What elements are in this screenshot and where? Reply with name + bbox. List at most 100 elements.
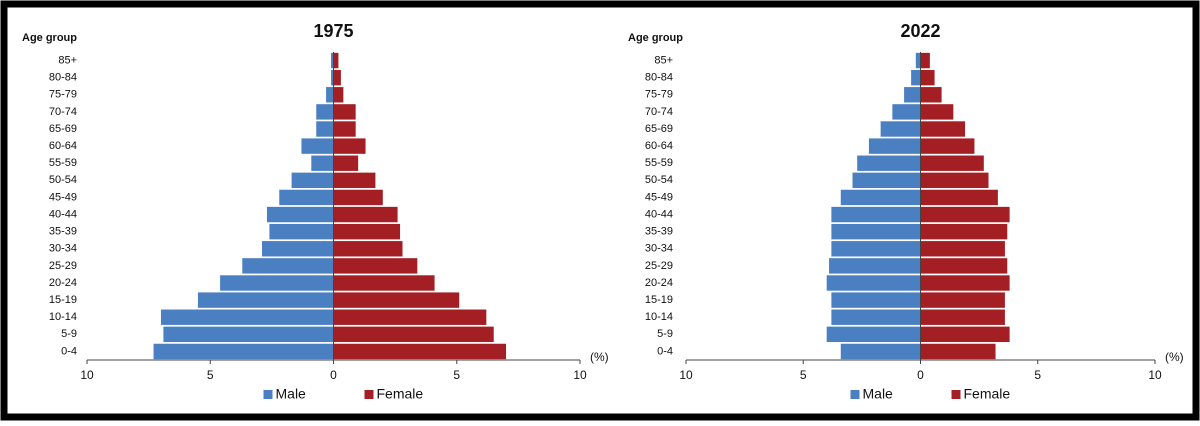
bar bbox=[868, 138, 921, 154]
bar bbox=[333, 189, 383, 206]
legend-label: Male bbox=[863, 386, 894, 402]
bar bbox=[333, 223, 401, 240]
y-tick-label: 0-4 bbox=[657, 345, 673, 357]
legend-swatch bbox=[850, 390, 860, 399]
x-tick-label: 10 bbox=[679, 368, 693, 382]
bar bbox=[892, 104, 921, 120]
bar bbox=[316, 121, 334, 137]
bar bbox=[333, 258, 418, 274]
bar bbox=[920, 343, 996, 360]
bar bbox=[920, 206, 1010, 223]
bar bbox=[331, 69, 334, 86]
legend-label: Female bbox=[964, 386, 1011, 402]
bar bbox=[333, 138, 366, 154]
bar bbox=[220, 275, 334, 291]
bar bbox=[333, 121, 356, 137]
bar bbox=[904, 87, 921, 103]
bar bbox=[831, 292, 921, 308]
bar bbox=[153, 343, 334, 360]
bar bbox=[831, 241, 921, 257]
y-tick-label: 20-24 bbox=[645, 277, 673, 289]
bar bbox=[291, 172, 334, 189]
bar bbox=[279, 189, 334, 206]
bar bbox=[857, 155, 921, 171]
x-unit-label: (%) bbox=[1165, 350, 1184, 364]
bar bbox=[920, 241, 1005, 257]
bar bbox=[333, 87, 344, 103]
bar bbox=[160, 309, 334, 325]
bar bbox=[920, 275, 1010, 291]
x-tick-label: 5 bbox=[207, 368, 214, 382]
x-tick-label: 0 bbox=[917, 368, 924, 382]
bar bbox=[920, 52, 930, 69]
bar bbox=[333, 104, 356, 120]
bar bbox=[920, 258, 1008, 274]
bar bbox=[316, 104, 334, 120]
y-tick-label: 60-64 bbox=[49, 140, 77, 152]
bar bbox=[920, 121, 966, 137]
y-tick-label: 70-74 bbox=[49, 106, 77, 118]
bar bbox=[826, 326, 921, 343]
bar bbox=[333, 172, 376, 189]
y-tick-label: 15-19 bbox=[645, 294, 673, 306]
bar bbox=[911, 69, 921, 86]
bar bbox=[920, 138, 975, 154]
y-tick-label: 55-59 bbox=[49, 157, 77, 169]
bar bbox=[333, 52, 339, 69]
x-tick-label: 10 bbox=[1148, 368, 1162, 382]
bar bbox=[920, 326, 1010, 343]
legend-swatch bbox=[951, 390, 961, 399]
bar bbox=[920, 104, 954, 120]
legend-label: Female bbox=[377, 386, 424, 402]
bar bbox=[326, 87, 334, 103]
y-tick-label: 40-44 bbox=[49, 208, 77, 220]
y-tick-label: 50-54 bbox=[49, 174, 77, 186]
bar bbox=[331, 52, 334, 69]
bar bbox=[333, 343, 507, 360]
bar bbox=[266, 206, 334, 223]
y-axis-label: Age group bbox=[628, 32, 683, 44]
bar bbox=[920, 189, 998, 206]
chart-title: 2022 bbox=[900, 21, 940, 41]
y-tick-label: 35-39 bbox=[645, 226, 673, 238]
y-tick-label: 55-59 bbox=[645, 157, 673, 169]
y-tick-label: 10-14 bbox=[49, 311, 77, 323]
y-tick-label: 10-14 bbox=[645, 311, 673, 323]
legend-label: Male bbox=[276, 386, 307, 402]
bar bbox=[920, 223, 1008, 240]
bar bbox=[920, 172, 989, 189]
bar bbox=[333, 206, 398, 223]
y-tick-label: 25-29 bbox=[49, 260, 77, 272]
y-tick-label: 40-44 bbox=[645, 208, 673, 220]
bar bbox=[333, 292, 460, 308]
bar bbox=[242, 258, 334, 274]
y-tick-label: 50-54 bbox=[645, 174, 673, 186]
y-tick-label: 70-74 bbox=[645, 106, 673, 118]
x-unit-label: (%) bbox=[590, 350, 609, 364]
bar bbox=[333, 309, 487, 325]
bar bbox=[831, 223, 921, 240]
bar bbox=[333, 241, 403, 257]
x-tick-label: 10 bbox=[573, 368, 587, 382]
y-tick-label: 75-79 bbox=[645, 89, 673, 101]
bar bbox=[831, 206, 921, 223]
y-tick-label: 0-4 bbox=[61, 345, 77, 357]
legend-swatch bbox=[364, 390, 374, 399]
y-axis-label: Age group bbox=[22, 32, 77, 44]
bar bbox=[880, 121, 921, 137]
bar bbox=[163, 326, 334, 343]
bar bbox=[829, 258, 921, 274]
y-tick-label: 20-24 bbox=[49, 277, 77, 289]
bar bbox=[920, 155, 984, 171]
bar bbox=[920, 309, 1005, 325]
y-tick-label: 30-34 bbox=[49, 243, 77, 255]
bar bbox=[840, 189, 921, 206]
bar bbox=[197, 292, 334, 308]
bar bbox=[826, 275, 921, 291]
y-tick-label: 45-49 bbox=[645, 191, 673, 203]
bar bbox=[311, 155, 334, 171]
chart-title: 1975 bbox=[313, 21, 353, 41]
y-tick-label: 5-9 bbox=[61, 328, 77, 340]
y-tick-label: 15-19 bbox=[49, 294, 77, 306]
